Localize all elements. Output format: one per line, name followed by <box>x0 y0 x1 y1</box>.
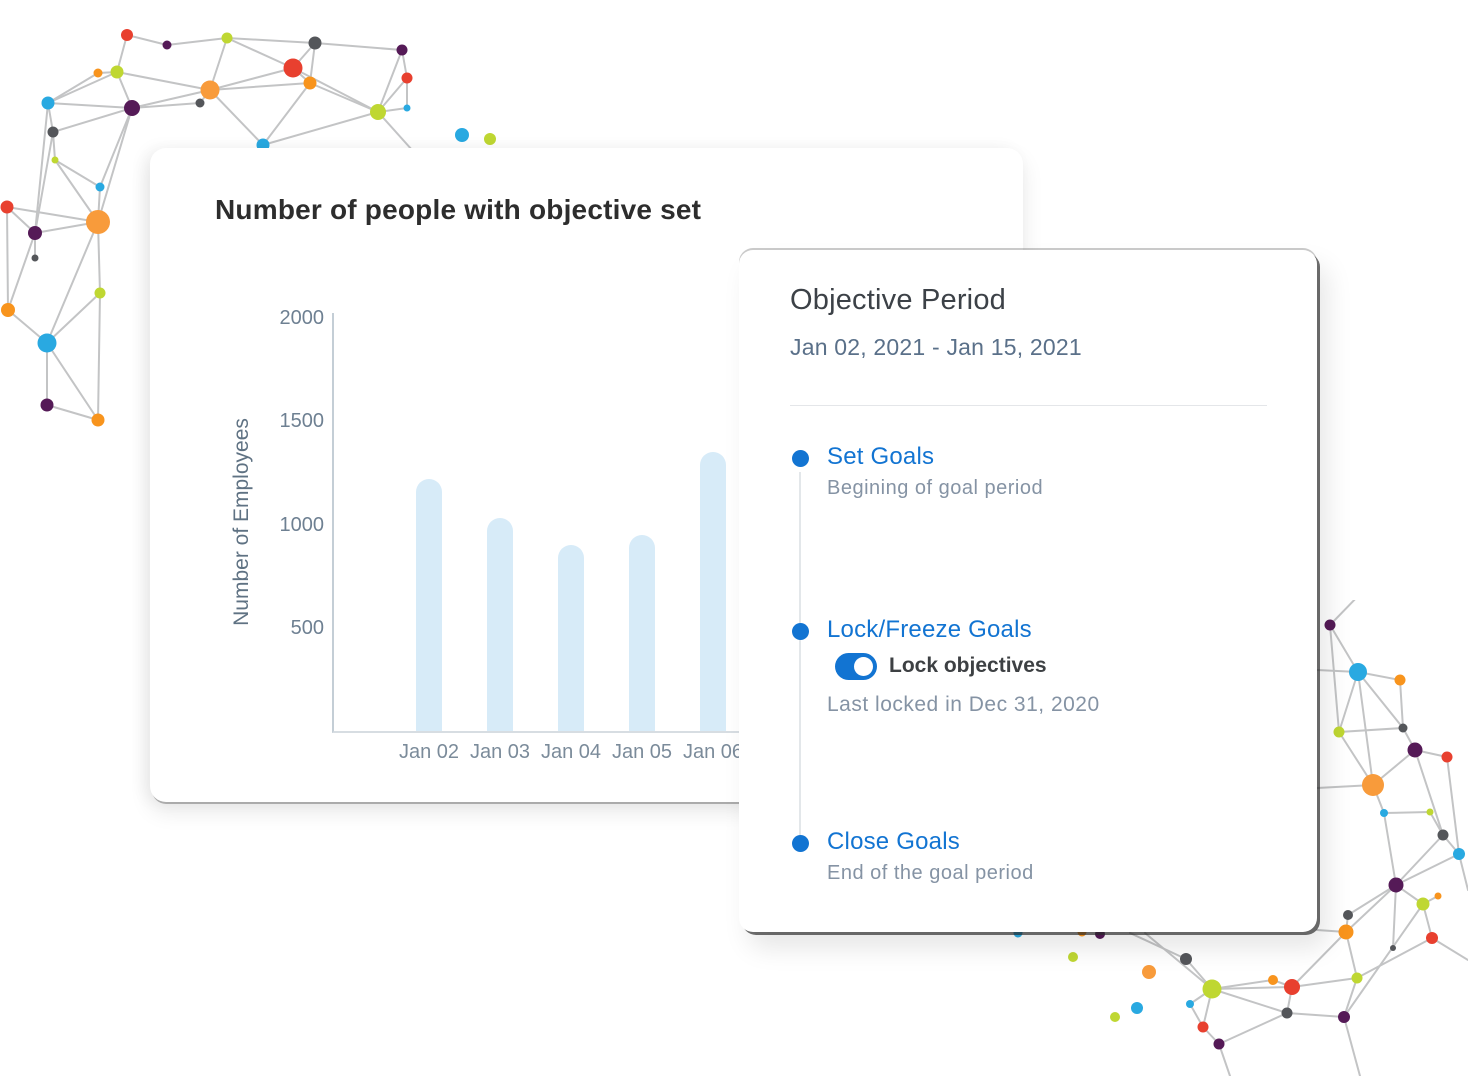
x-tick-label: Jan 03 <box>469 741 531 763</box>
chart-title: Number of people with objective set <box>215 194 702 225</box>
close-goals-description: End of the goal period <box>827 862 1034 884</box>
y-tick-label: 1500 <box>279 410 325 433</box>
chart-bar-jan-03[interactable] <box>487 518 513 731</box>
lock-objectives-label: Lock objectives <box>889 654 1047 677</box>
objective-period-dates: Jan 02, 2021 - Jan 15, 2021 <box>790 334 1082 360</box>
chart-bar-jan-04[interactable] <box>558 545 584 731</box>
x-tick-label: Jan 06 <box>682 741 744 763</box>
chart-bar-jan-06[interactable] <box>700 452 726 731</box>
chart-bar-jan-02[interactable] <box>416 479 442 731</box>
toggle-knob <box>854 657 873 676</box>
objective-period-title: Objective Period <box>790 284 1006 316</box>
y-tick-label: 2000 <box>279 307 325 330</box>
network-decoration-bottom-right <box>1013 600 1468 1076</box>
close-goals-link[interactable]: Close Goals <box>827 828 960 855</box>
network-decoration-top-left <box>0 29 496 427</box>
timeline-dot-set-goals <box>792 450 809 467</box>
set-goals-description: Begining of goal period <box>827 477 1044 499</box>
divider <box>790 405 1267 406</box>
timeline-dot-lock-freeze-goals <box>792 623 809 640</box>
x-tick-label: Jan 02 <box>398 741 460 763</box>
timeline-dot-close-goals <box>792 835 809 852</box>
x-tick-label: Jan 05 <box>611 741 673 763</box>
bar-chart: Number of Employees 500 1000 1500 2000 Jan 0… <box>230 307 994 763</box>
y-tick-label: 500 <box>290 616 324 639</box>
lock-objectives-toggle[interactable] <box>835 653 877 680</box>
x-tick-label: Jan 04 <box>540 741 602 763</box>
timeline-line <box>799 472 801 835</box>
set-goals-link[interactable]: Set Goals <box>827 443 935 470</box>
lock-freeze-goals-description: Last locked in Dec 31, 2020 <box>827 693 1100 716</box>
chart-bar-jan-05[interactable] <box>629 535 655 731</box>
y-axis-label: Number of Employees <box>230 418 253 626</box>
lock-freeze-goals-link[interactable]: Lock/Freeze Goals <box>827 616 1032 643</box>
y-tick-label: 1000 <box>279 513 325 536</box>
objective-period-card: Objective Period Jan 02, 2021 - Jan 15, … <box>739 250 1317 932</box>
